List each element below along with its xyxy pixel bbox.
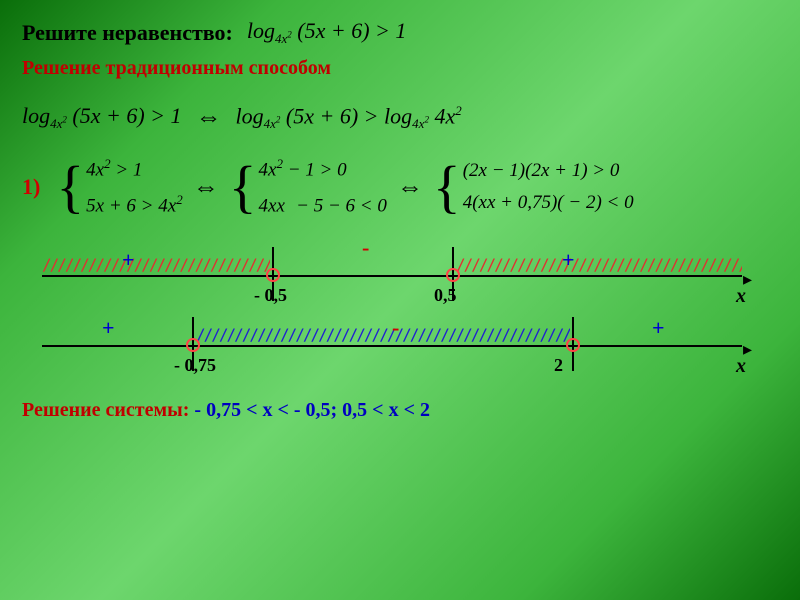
formula-right: log4x2 (5x + 6) > log4x2 4x2 (236, 103, 462, 133)
transform-line: log4x2 (5x + 6) > 1 ⇔ log4x2 (5x + 6) > … (22, 102, 778, 132)
subtitle: Решение традиционным способом (22, 57, 778, 80)
main-formula: log4x2 (5x + 6) > 1 (247, 18, 407, 47)
x-label: x (736, 355, 746, 378)
iff-symbol: ⇔ (193, 172, 219, 202)
sys1-row2: 5x + 6 > 4x2 (86, 192, 183, 217)
sign-label: + (102, 315, 115, 341)
sign-label: + (122, 247, 135, 273)
sys2-row2: 4xx2 − 5 − 6 < 0 (259, 192, 387, 217)
solution-answer: Решение системы: - 0,75 < x < - 0,5; 0,5… (22, 399, 778, 422)
open-circle-icon (186, 338, 200, 352)
brace-icon: { (56, 164, 84, 210)
answer-value: - 0,75 < x < - 0,5; 0,5 < x < 2 (194, 399, 430, 421)
iff-symbol: ⇔ (397, 172, 423, 202)
x-label: x (736, 285, 746, 308)
number-line-2: ▸ x (42, 345, 742, 347)
step-row: 1) { 4x2 > 1 5x + 6 > 4x2 ⇔ { 4x2 − 1 > … (22, 156, 778, 217)
sys1-row1: 4x2 > 1 (86, 156, 183, 181)
sign-label: + (652, 315, 665, 341)
iff-symbol: ⇔ (196, 102, 222, 132)
number-line-1: ▸ x (42, 275, 742, 277)
tick-label: - 0,75 (174, 355, 216, 376)
page-title: Решите неравенство: (22, 20, 233, 46)
system-2: { 4x2 − 1 > 0 4xx2 − 5 − 6 < 0 (229, 156, 387, 217)
hatch-region: ////////////////////////////////////////… (42, 255, 270, 274)
open-circle-icon (566, 338, 580, 352)
open-circle-icon (266, 268, 280, 282)
open-circle-icon (446, 268, 460, 282)
brace-icon: { (229, 164, 257, 210)
tick-label: 2 (554, 355, 563, 376)
formula-left: log4x2 (5x + 6) > 1 (22, 103, 182, 132)
sys2-row1: 4x2 − 1 > 0 (259, 156, 387, 181)
number-line-area: ▸ x ▸ x ////////////////////////////////… (42, 235, 762, 395)
sys3-row1: (2x − 1)(2x + 1) > 0 (463, 160, 634, 182)
tick-label: 0,5 (434, 285, 457, 306)
hatch-region: ////////////////////////////////////////… (456, 255, 742, 274)
system-1: { 4x2 > 1 5x + 6 > 4x2 (56, 156, 182, 217)
step-number: 1) (22, 174, 40, 200)
title-row: Решите неравенство: log4x2 (5x + 6) > 1 (22, 18, 778, 47)
tick-label: - 0,5 (254, 285, 287, 306)
hatch-region: ////////////////////////////////////////… (196, 325, 570, 344)
sys3-row2: 4(xx + 0,75)( − 2) < 0 (463, 192, 634, 214)
sign-label: + (562, 247, 575, 273)
brace-icon: { (433, 164, 461, 210)
sign-label: - (362, 235, 369, 261)
system-3: { (2x − 1)(2x + 1) > 0 4(xx + 0,75)( − 2… (433, 160, 634, 214)
sign-label: - (392, 315, 399, 341)
answer-label: Решение системы: (22, 399, 194, 421)
